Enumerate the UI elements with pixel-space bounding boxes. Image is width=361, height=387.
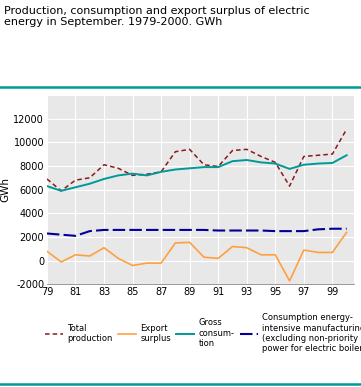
Y-axis label: GWh: GWh [1,177,10,202]
Text: energy in September. 1979-2000. GWh: energy in September. 1979-2000. GWh [4,17,222,27]
Text: Production, consumption and export surplus of electric: Production, consumption and export surpl… [4,6,309,16]
Legend: Total
production, Export
surplus, Gross
consum-
tion, Consumption energy-
intens: Total production, Export surplus, Gross … [45,313,361,353]
